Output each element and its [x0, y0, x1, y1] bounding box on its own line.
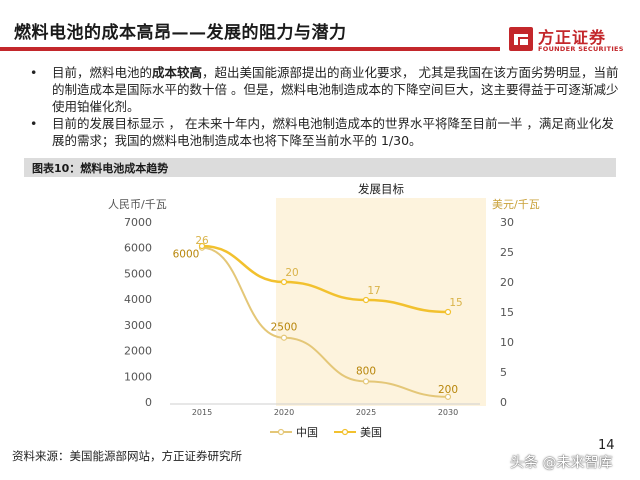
bullet-1-bold: 成本较高	[152, 65, 203, 80]
annotation-label: 发展目标	[358, 182, 404, 196]
legend-marker-china	[277, 428, 285, 436]
y-tick-left: 1000	[124, 370, 152, 383]
series-line-usa	[201, 244, 449, 314]
header-rule	[0, 47, 500, 51]
highlight-region	[276, 198, 486, 406]
data-label-china: 200	[438, 384, 458, 396]
bullet-item-2: • 目前的发展目标显示 ， 在未来十年内，燃料电池制造成本的世界水平将降至目前一…	[30, 115, 620, 149]
y-tick-right: 20	[500, 276, 514, 289]
bullet-2-pre: 目前的发展目标显示 ， 在未来十年内，燃料电池制造成本的世界水平将降至目前一半 …	[52, 116, 614, 148]
bullet-1-pre: 目前，燃料电池的	[52, 65, 153, 80]
y-tick-right: 10	[500, 336, 514, 349]
y-axis-right-title: 美元/千瓦	[492, 198, 540, 211]
page-title: 燃料电池的成本高昂——发展的阻力与潜力	[14, 23, 347, 43]
y-tick-left: 6000	[124, 242, 152, 255]
y-tick-left: 7000	[124, 216, 152, 229]
y-tick-right: 5	[500, 366, 507, 379]
y-tick-left: 0	[145, 396, 152, 409]
y-tick-right: 15	[500, 306, 514, 319]
data-label-usa: 15	[449, 297, 462, 309]
y-tick-right: 25	[500, 246, 514, 259]
data-point-china	[362, 378, 370, 385]
data-label-usa: 26	[195, 235, 209, 247]
legend-label-china: 中国	[296, 426, 318, 439]
bullet-item-1: • 目前，燃料电池的成本较高，超出美国能源部提出的商业化要求， 尤其是我国在该方…	[30, 64, 620, 115]
data-point-usa	[280, 278, 288, 286]
data-label-usa: 20	[285, 267, 298, 279]
watermark: 头条 @未来智库	[510, 455, 613, 471]
data-label-china: 6000	[173, 249, 200, 261]
y-tick-left: 2000	[124, 345, 152, 358]
y-tick-right: 30	[500, 216, 514, 229]
x-tick-label: 2030	[438, 408, 458, 417]
series-line-china	[201, 246, 449, 398]
data-point-usa	[444, 308, 452, 316]
logo-text-en: FOUNDER SECURITIES	[538, 45, 624, 53]
y-tick-left: 5000	[124, 267, 152, 280]
x-tick-label: 2015	[192, 408, 212, 417]
data-point-usa	[198, 242, 206, 250]
logo-text-cn: 方正证券	[538, 28, 607, 47]
bullet-dot-icon: •	[30, 116, 38, 131]
bullet-dot-icon: •	[30, 65, 38, 80]
founder-logo-icon	[509, 27, 533, 51]
y-tick-left: 3000	[124, 319, 152, 332]
data-label-china: 800	[356, 365, 376, 377]
data-point-usa	[362, 296, 370, 304]
data-point-china	[444, 393, 452, 400]
figure-header: 图表10：燃料电池成本趋势	[24, 158, 616, 177]
data-label-usa: 17	[367, 285, 380, 297]
source-note: 资料来源：美国能源部网站，方正证券研究所	[12, 449, 242, 463]
data-point-china	[280, 334, 288, 341]
legend-label-usa: 美国	[360, 426, 382, 439]
company-logo: 方正证券 FOUNDER SECURITIES	[508, 24, 628, 58]
y-tick-left: 4000	[124, 293, 152, 306]
x-tick-label: 2020	[274, 408, 294, 417]
bullet-1-post: ，超出美国能源部提出的商业化要求， 尤其是我国在该方面劣势明显，当前的制造成本是…	[52, 65, 619, 114]
x-tick-label: 2025	[356, 408, 376, 417]
y-tick-right: 0	[500, 396, 507, 409]
bullet-list: • 目前，燃料电池的成本较高，超出美国能源部提出的商业化要求， 尤其是我国在该方…	[30, 64, 620, 149]
legend-marker-usa	[341, 428, 349, 436]
figure-title: 图表10：燃料电池成本趋势	[32, 162, 169, 175]
y-axis-left-title: 人民币/千瓦	[108, 198, 167, 211]
data-label-china: 2500	[271, 322, 298, 334]
page-number: 14	[598, 438, 615, 453]
